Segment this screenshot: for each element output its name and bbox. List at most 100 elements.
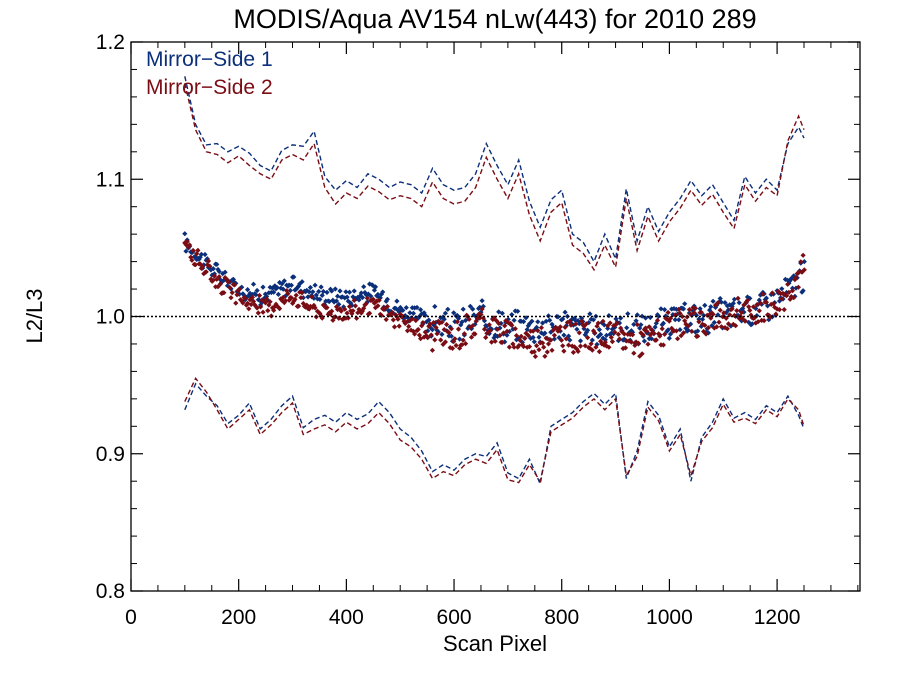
point-series-1 xyxy=(542,330,548,336)
point-series-2 xyxy=(630,332,636,338)
point-series-2 xyxy=(635,340,642,346)
point-series-1 xyxy=(613,316,619,322)
point-series-2 xyxy=(229,290,235,296)
point-series-1 xyxy=(633,318,639,324)
point-series-1 xyxy=(585,327,591,333)
point-series-2 xyxy=(640,332,646,338)
point-series-2 xyxy=(532,353,538,360)
point-series-2 xyxy=(734,308,740,314)
point-series-1 xyxy=(746,319,752,325)
point-series-2 xyxy=(562,324,568,330)
point-series-2 xyxy=(570,349,576,355)
point-series-1 xyxy=(435,329,441,335)
point-series-1 xyxy=(671,306,677,312)
point-series-2 xyxy=(523,330,529,336)
point-series-2 xyxy=(632,342,638,348)
point-series-2 xyxy=(544,349,550,355)
point-series-2 xyxy=(551,332,557,338)
point-series-2 xyxy=(253,303,259,309)
point-series-2 xyxy=(571,344,578,350)
point-series-2 xyxy=(573,321,579,327)
point-series-1 xyxy=(384,296,390,302)
y-tick-label: 1.0 xyxy=(96,306,125,329)
point-series-2 xyxy=(363,301,369,307)
point-series-2 xyxy=(615,331,621,337)
point-series-1 xyxy=(601,322,607,328)
point-series-2 xyxy=(755,319,761,325)
point-series-1 xyxy=(534,324,540,330)
point-series-2 xyxy=(227,285,233,291)
point-series-1 xyxy=(626,330,632,336)
point-series-2 xyxy=(647,332,653,338)
point-series-2 xyxy=(787,296,793,302)
point-series-2 xyxy=(672,312,678,318)
point-series-2 xyxy=(473,318,479,324)
point-series-2 xyxy=(735,295,741,301)
point-series-2 xyxy=(485,329,491,335)
point-series-1 xyxy=(479,298,485,304)
point-series-2 xyxy=(255,310,261,316)
point-series-1 xyxy=(480,303,486,309)
point-series-2 xyxy=(240,300,246,306)
point-series-2 xyxy=(698,309,704,315)
point-series-1 xyxy=(343,289,349,295)
point-series-2 xyxy=(656,331,662,337)
point-series-1 xyxy=(371,287,377,293)
point-series-1 xyxy=(209,272,215,278)
x-tick-label: 1200 xyxy=(754,606,801,629)
point-series-1 xyxy=(403,305,409,311)
point-series-1 xyxy=(561,332,567,338)
point-series-1 xyxy=(394,298,400,304)
point-series-2 xyxy=(506,344,512,350)
point-series-1 xyxy=(245,287,251,293)
point-series-2 xyxy=(288,295,294,301)
point-series-1 xyxy=(695,328,701,334)
point-series-2 xyxy=(296,303,302,309)
point-series-2 xyxy=(433,324,439,331)
upper-bound-line-series-1 xyxy=(184,76,805,264)
point-series-2 xyxy=(776,307,783,313)
point-series-1 xyxy=(631,321,637,327)
point-series-2 xyxy=(299,290,305,296)
point-series-1 xyxy=(785,277,791,283)
point-series-2 xyxy=(309,294,315,300)
point-series-1 xyxy=(418,307,424,313)
point-series-1 xyxy=(370,283,376,289)
point-series-1 xyxy=(662,307,668,313)
point-series-2 xyxy=(460,337,466,343)
point-series-2 xyxy=(413,317,419,324)
point-series-2 xyxy=(531,349,537,355)
point-series-1 xyxy=(294,285,300,291)
point-series-2 xyxy=(690,305,696,311)
point-series-2 xyxy=(252,302,258,308)
point-series-2 xyxy=(233,300,239,306)
point-series-1 xyxy=(625,311,631,317)
point-series-1 xyxy=(715,312,721,318)
point-series-1 xyxy=(288,282,294,288)
point-series-2 xyxy=(352,303,358,309)
point-series-1 xyxy=(414,304,420,311)
point-series-2 xyxy=(548,337,554,343)
point-series-1 xyxy=(756,297,762,303)
point-series-1 xyxy=(531,339,537,345)
point-series-2 xyxy=(659,326,665,332)
point-series-1 xyxy=(598,331,604,337)
point-series-1 xyxy=(272,283,278,289)
point-series-1 xyxy=(296,283,302,289)
point-series-1 xyxy=(730,300,736,306)
point-series-2 xyxy=(631,350,637,356)
point-series-2 xyxy=(236,286,242,292)
point-series-1 xyxy=(377,295,383,301)
point-series-2 xyxy=(691,310,697,316)
point-series-1 xyxy=(688,321,694,327)
point-series-2 xyxy=(774,306,780,312)
point-series-1 xyxy=(765,303,771,309)
point-series-2 xyxy=(795,284,801,290)
point-series-1 xyxy=(330,297,336,303)
point-series-2 xyxy=(203,269,209,275)
point-series-2 xyxy=(557,324,563,330)
point-series-2 xyxy=(775,288,781,294)
point-series-1 xyxy=(380,289,386,295)
point-series-2 xyxy=(593,344,599,350)
point-series-2 xyxy=(330,317,336,323)
